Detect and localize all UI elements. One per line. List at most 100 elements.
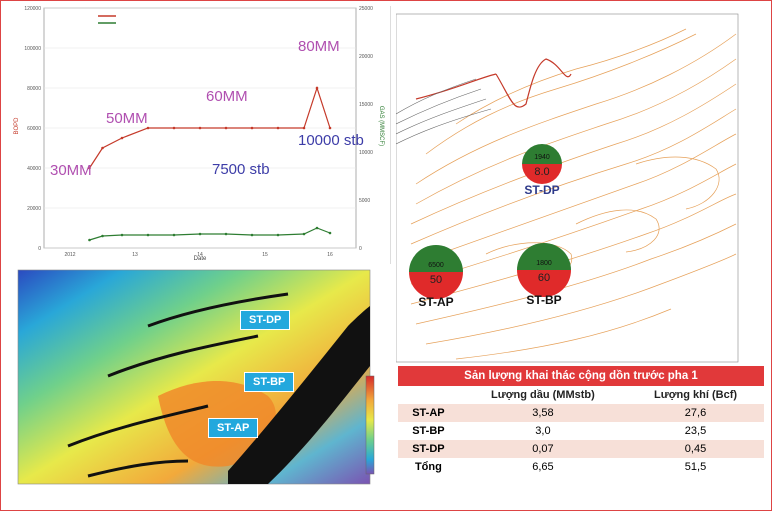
oil-value-label: 50 — [430, 274, 442, 286]
contour-lines — [410, 28, 737, 360]
y-left-axis-label: BOPD — [14, 117, 20, 135]
table-row: ST-DP 0,07 0,45 — [398, 440, 764, 458]
row-label: ST-DP — [398, 440, 459, 458]
production-chart: 0 20000 40000 60000 80000 100000 120000 0 5000 1… — [14, 6, 384, 262]
oil-value-label: 8.0 — [534, 166, 549, 178]
table-title: Sản lượng khai thác cộng dồn trước pha 1 — [398, 366, 764, 386]
gray-contours — [395, 78, 492, 145]
series-point — [146, 126, 150, 130]
production-table-panel: Sản lượng khai thác cộng dồn trước pha 1… — [398, 366, 764, 500]
well-name-label: ST-DP — [524, 183, 559, 197]
heatmap-label-st-bp: ST-BP — [244, 372, 295, 392]
series-point — [88, 238, 91, 242]
oil-cell: 3,58 — [458, 404, 628, 422]
series-line — [89, 227, 331, 241]
gas-half — [517, 243, 571, 270]
table-header-oil: Lượng dầu (MMstb) — [458, 386, 628, 404]
production-chart-panel: 0 20000 40000 60000 80000 100000 120000 0 5000 1… — [8, 6, 391, 264]
color-scale — [365, 375, 375, 475]
oil-cell: 0,07 — [458, 440, 628, 458]
y-left-tick-label: 80000 — [27, 86, 41, 92]
production-table: Sản lượng khai thác cộng dồn trước pha 1… — [398, 366, 764, 476]
series-point — [198, 126, 202, 130]
y-left-tick-label: 120000 — [24, 6, 41, 12]
annotation-7500-stb: 7500 stb — [212, 161, 270, 178]
series-point — [250, 126, 254, 130]
x-tick-label: 13 — [132, 252, 138, 258]
well-marker-st-dp: 1940 8.0 ST-DP — [522, 144, 562, 197]
annotation-50mm: 50MM — [106, 110, 148, 127]
series-point — [146, 233, 150, 237]
table-row: ST-AP 3,58 27,6 — [398, 404, 764, 422]
oil-cell: 6,65 — [458, 458, 628, 476]
series-point — [276, 233, 280, 237]
series-point — [120, 233, 124, 237]
heatmap-label-st-dp: ST-DP — [240, 310, 291, 330]
series-point — [198, 232, 202, 236]
y-right-tick-label: 5000 — [359, 198, 370, 204]
x-tick-label: 14 — [197, 252, 203, 258]
series-point — [315, 226, 319, 230]
annotation-80mm: 80MM — [298, 38, 340, 55]
annotation-30mm: 30MM — [50, 162, 92, 179]
y-right-tick-label: 20000 — [359, 54, 373, 60]
gas-cell: 23,5 — [627, 422, 764, 440]
well-marker-st-ap: 6500 50 ST-AP — [409, 245, 463, 309]
well-marker-st-bp: 1800 60 ST-BP — [517, 243, 571, 307]
x-tick-label: 2012 — [64, 252, 75, 258]
series-point — [224, 232, 228, 236]
series-point — [88, 166, 91, 170]
y-left-tick-label: 100000 — [24, 46, 41, 52]
oil-value-label: 60 — [538, 272, 550, 284]
oil-half — [517, 270, 571, 297]
heat-map — [17, 269, 375, 485]
row-label: ST-AP — [398, 404, 459, 422]
y-left-tick-label: 60000 — [27, 126, 41, 132]
series-point — [172, 126, 176, 130]
oil-cell: 3,0 — [458, 422, 628, 440]
series-point — [172, 233, 176, 237]
annotation-10000-stb: 10000 stb — [298, 132, 364, 149]
gas-value-label: 1800 — [536, 260, 552, 267]
gas-cell: 27,6 — [627, 404, 764, 422]
y-left-tick-label: 20000 — [27, 206, 41, 212]
heat-map-panel: ST-DP ST-BP ST-AP — [8, 266, 390, 506]
gas-value-label: 6500 — [428, 262, 444, 269]
fault-traces — [67, 292, 289, 478]
gas-half — [522, 144, 562, 164]
well-name-label: ST-AP — [418, 295, 453, 309]
series-point — [315, 86, 319, 90]
gas-cell: 0,45 — [627, 440, 764, 458]
heatmap-label-st-ap: ST-AP — [208, 418, 259, 438]
gas-cell: 51,5 — [627, 458, 764, 476]
y-left-tick-label: 40000 — [27, 166, 41, 172]
fault-band — [228, 306, 370, 484]
series-point — [224, 126, 228, 130]
gas-value-label: 1940 — [534, 154, 550, 161]
y-right-tick-label: 15000 — [359, 102, 373, 108]
series-point — [250, 233, 254, 237]
series-line — [88, 86, 331, 169]
oil-half — [522, 164, 562, 184]
y-right-tick-label: 25000 — [359, 6, 373, 12]
series-point — [302, 126, 306, 130]
x-tick-label: 16 — [327, 252, 333, 258]
table-row: Tổng 6,65 51,5 — [398, 458, 764, 476]
series-point — [101, 146, 104, 150]
gas-half — [409, 245, 463, 272]
series-point — [328, 231, 332, 235]
oil-half — [409, 272, 463, 299]
annotation-60mm: 60MM — [206, 88, 248, 105]
contour-map-panel: 1940 8.0 ST-DP 6500 50 ST-AP 1800 60 ST-BP — [395, 4, 768, 364]
x-tick-label: 15 — [262, 252, 268, 258]
row-label: ST-BP — [398, 422, 459, 440]
row-label: Tổng — [398, 458, 459, 476]
y-right-tick-label: 0 — [359, 246, 362, 252]
fault-lines — [415, 58, 572, 108]
x-axis-label: Date — [194, 256, 207, 262]
series-point — [328, 126, 332, 130]
table-header-blank — [398, 386, 459, 404]
table-row: ST-BP 3,0 23,5 — [398, 422, 764, 440]
series-point — [302, 232, 306, 236]
y-left-tick-label: 0 — [38, 246, 41, 252]
